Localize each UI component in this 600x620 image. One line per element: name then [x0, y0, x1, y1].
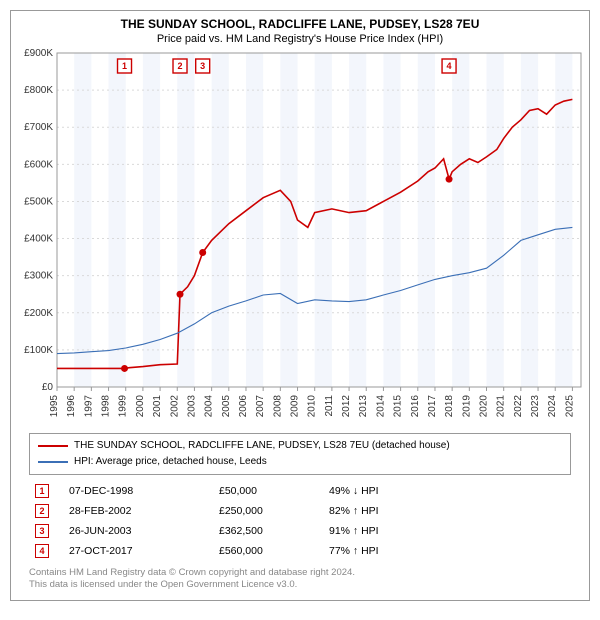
svg-text:£700K: £700K — [24, 122, 53, 133]
events-tbody: 1 07-DEC-1998£50,00049% ↓ HPI 2 28-FEB-2002… — [29, 481, 571, 561]
svg-text:2002: 2002 — [169, 395, 180, 418]
svg-text:2011: 2011 — [324, 395, 335, 417]
svg-text:£0: £0 — [42, 382, 54, 393]
legend-swatch — [38, 445, 68, 447]
svg-text:2018: 2018 — [444, 395, 455, 418]
svg-text:£900K: £900K — [24, 48, 53, 59]
svg-text:2007: 2007 — [255, 395, 266, 418]
event-delta: 49% ↓ HPI — [323, 481, 571, 501]
chart-titles: THE SUNDAY SCHOOL, RADCLIFFE LANE, PUDSE… — [11, 11, 589, 47]
event-dot-1 — [121, 365, 128, 372]
svg-text:2004: 2004 — [204, 395, 215, 418]
svg-text:2008: 2008 — [272, 395, 283, 418]
svg-text:2015: 2015 — [393, 395, 404, 418]
svg-text:£500K: £500K — [24, 196, 53, 207]
svg-text:1996: 1996 — [66, 395, 77, 418]
svg-text:2013: 2013 — [358, 395, 369, 418]
svg-text:2009: 2009 — [290, 395, 301, 418]
event-dot-3 — [199, 249, 206, 256]
svg-text:2: 2 — [178, 61, 183, 71]
footer-line-2: This data is licensed under the Open Gov… — [29, 579, 571, 591]
svg-text:£400K: £400K — [24, 234, 53, 245]
event-row: 1 07-DEC-1998£50,00049% ↓ HPI — [29, 481, 571, 501]
event-delta: 91% ↑ HPI — [323, 521, 571, 541]
svg-text:1997: 1997 — [83, 395, 94, 418]
event-dot-2 — [177, 291, 184, 298]
events-table: 1 07-DEC-1998£50,00049% ↓ HPI 2 28-FEB-2002… — [29, 481, 571, 561]
svg-text:2024: 2024 — [547, 395, 558, 418]
svg-text:2022: 2022 — [513, 395, 524, 418]
legend-item: HPI: Average price, detached house, Leed… — [38, 454, 562, 470]
svg-text:4: 4 — [447, 61, 452, 71]
svg-text:2005: 2005 — [221, 395, 232, 418]
svg-text:1: 1 — [122, 61, 127, 71]
legend-item: THE SUNDAY SCHOOL, RADCLIFFE LANE, PUDSE… — [38, 438, 562, 454]
svg-text:2019: 2019 — [461, 395, 472, 418]
svg-text:£100K: £100K — [24, 345, 53, 356]
plot-area: £0 £100K £200K £300K £400K £500K £600K £700K £80… — [11, 47, 589, 427]
svg-text:1999: 1999 — [118, 395, 129, 418]
svg-text:2010: 2010 — [307, 395, 318, 418]
event-price: £250,000 — [213, 501, 323, 521]
plot-svg: £0 £100K £200K £300K £400K £500K £600K £700K £80… — [11, 47, 591, 427]
event-date: 28-FEB-2002 — [63, 501, 213, 521]
svg-text:2014: 2014 — [375, 395, 386, 418]
svg-text:2000: 2000 — [135, 395, 146, 418]
event-row: 4 27-OCT-2017£560,00077% ↑ HPI — [29, 541, 571, 561]
svg-text:2023: 2023 — [530, 395, 541, 418]
event-date: 07-DEC-1998 — [63, 481, 213, 501]
event-price: £560,000 — [213, 541, 323, 561]
event-marker-icon: 3 — [35, 524, 49, 538]
svg-text:2003: 2003 — [186, 395, 197, 418]
event-delta: 77% ↑ HPI — [323, 541, 571, 561]
event-price: £362,500 — [213, 521, 323, 541]
event-delta: 82% ↑ HPI — [323, 501, 571, 521]
legend-swatch — [38, 461, 68, 463]
event-price: £50,000 — [213, 481, 323, 501]
svg-text:£300K: £300K — [24, 271, 53, 282]
event-row: 3 26-JUN-2003£362,50091% ↑ HPI — [29, 521, 571, 541]
legend: THE SUNDAY SCHOOL, RADCLIFFE LANE, PUDSE… — [29, 433, 571, 475]
event-date: 26-JUN-2003 — [63, 521, 213, 541]
svg-text:3: 3 — [200, 61, 205, 71]
legend-label: THE SUNDAY SCHOOL, RADCLIFFE LANE, PUDSE… — [74, 438, 450, 454]
footer-text: Contains HM Land Registry data © Crown c… — [29, 567, 571, 592]
svg-text:2021: 2021 — [496, 395, 507, 418]
legend-label: HPI: Average price, detached house, Leed… — [74, 454, 267, 470]
chart-container: THE SUNDAY SCHOOL, RADCLIFFE LANE, PUDSE… — [10, 10, 590, 601]
svg-text:£200K: £200K — [24, 308, 53, 319]
svg-text:1998: 1998 — [101, 395, 112, 418]
svg-text:2012: 2012 — [341, 395, 352, 418]
event-dot-4 — [446, 176, 453, 183]
event-marker-icon: 1 — [35, 484, 49, 498]
footer-line-1: Contains HM Land Registry data © Crown c… — [29, 567, 571, 579]
svg-text:2016: 2016 — [410, 395, 421, 418]
chart-title-2: Price paid vs. HM Land Registry's House … — [15, 33, 585, 45]
svg-text:£800K: £800K — [24, 85, 53, 96]
svg-text:2025: 2025 — [564, 395, 575, 418]
svg-text:2001: 2001 — [152, 395, 163, 418]
event-row: 2 28-FEB-2002£250,00082% ↑ HPI — [29, 501, 571, 521]
svg-text:2020: 2020 — [479, 395, 490, 418]
event-date: 27-OCT-2017 — [63, 541, 213, 561]
svg-text:2017: 2017 — [427, 395, 438, 418]
svg-text:1995: 1995 — [49, 395, 60, 418]
chart-title-1: THE SUNDAY SCHOOL, RADCLIFFE LANE, PUDSE… — [15, 17, 585, 31]
svg-text:£600K: £600K — [24, 159, 53, 170]
svg-text:2006: 2006 — [238, 395, 249, 418]
event-marker-icon: 2 — [35, 504, 49, 518]
event-marker-icon: 4 — [35, 544, 49, 558]
